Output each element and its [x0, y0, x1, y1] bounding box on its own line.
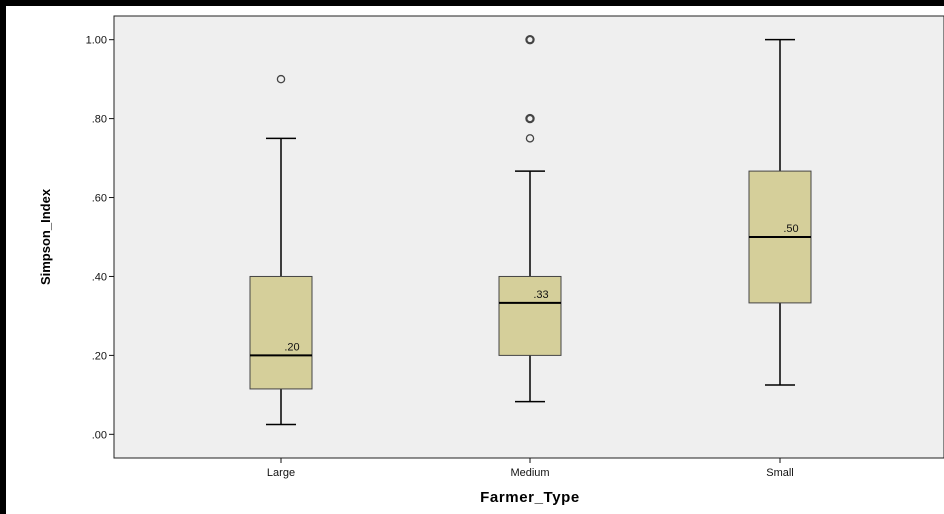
interquartile-box: [498, 275, 562, 356]
outlier-point: [276, 74, 286, 84]
box-medium: .33: [498, 34, 562, 403]
plot-area: [113, 15, 944, 459]
y-tick-label: .00: [92, 429, 107, 441]
y-tick-label: 1.00: [86, 35, 107, 47]
outlier-point: [525, 34, 535, 45]
y-tick-label: .80: [92, 114, 107, 126]
outlier-point: [525, 134, 535, 143]
y-axis-title: Simpson_Index: [38, 188, 53, 285]
median-label: .50: [783, 223, 798, 235]
box-large: .20: [249, 74, 313, 426]
box-small: .50: [748, 38, 812, 386]
x-tick-label: Large: [267, 467, 295, 479]
x-axis-title: Farmer_Type: [480, 489, 580, 506]
y-tick-label: .60: [92, 193, 107, 205]
y-tick-label: .20: [92, 350, 107, 362]
x-axis: Large Medium Small: [267, 458, 794, 479]
x-tick-label: Medium: [510, 467, 549, 479]
outlier-point: [525, 113, 535, 124]
median-label: .20: [284, 341, 299, 353]
median-label: .33: [533, 289, 548, 301]
interquartile-box: [249, 275, 313, 390]
y-tick-label: .40: [92, 271, 107, 283]
boxes: .20 .33 .50: [249, 34, 812, 426]
x-tick-label: Small: [766, 467, 794, 479]
y-axis: .00 .20 .40 .60 .80 1.00: [86, 35, 114, 441]
